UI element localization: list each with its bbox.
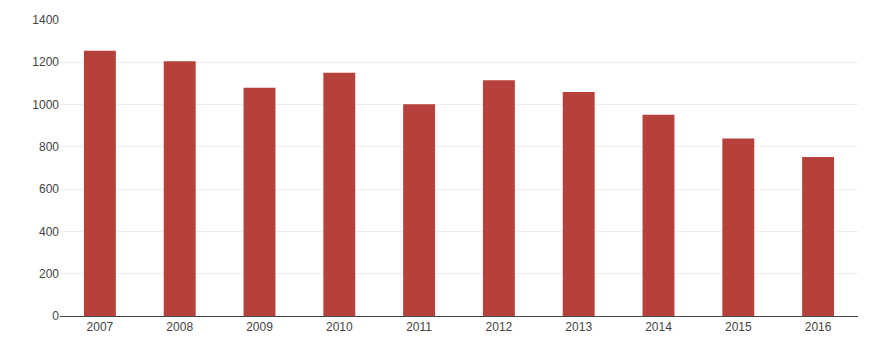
svg-text:2007: 2007 [87, 320, 114, 334]
svg-text:2011: 2011 [406, 320, 432, 334]
svg-text:2014: 2014 [645, 320, 672, 334]
svg-text:2013: 2013 [565, 320, 592, 334]
svg-text:2016: 2016 [805, 320, 832, 334]
svg-text:1400: 1400 [32, 13, 59, 27]
svg-text:1200: 1200 [32, 55, 59, 69]
svg-text:200: 200 [39, 267, 59, 281]
svg-text:800: 800 [39, 140, 59, 154]
svg-text:2010: 2010 [326, 320, 353, 334]
svg-text:0: 0 [52, 309, 59, 323]
svg-text:2012: 2012 [486, 320, 513, 334]
svg-text:600: 600 [39, 182, 59, 196]
svg-text:2015: 2015 [725, 320, 752, 334]
svg-text:2008: 2008 [166, 320, 193, 334]
svg-text:2009: 2009 [246, 320, 273, 334]
svg-text:400: 400 [39, 225, 59, 239]
svg-text:1000: 1000 [32, 98, 59, 112]
